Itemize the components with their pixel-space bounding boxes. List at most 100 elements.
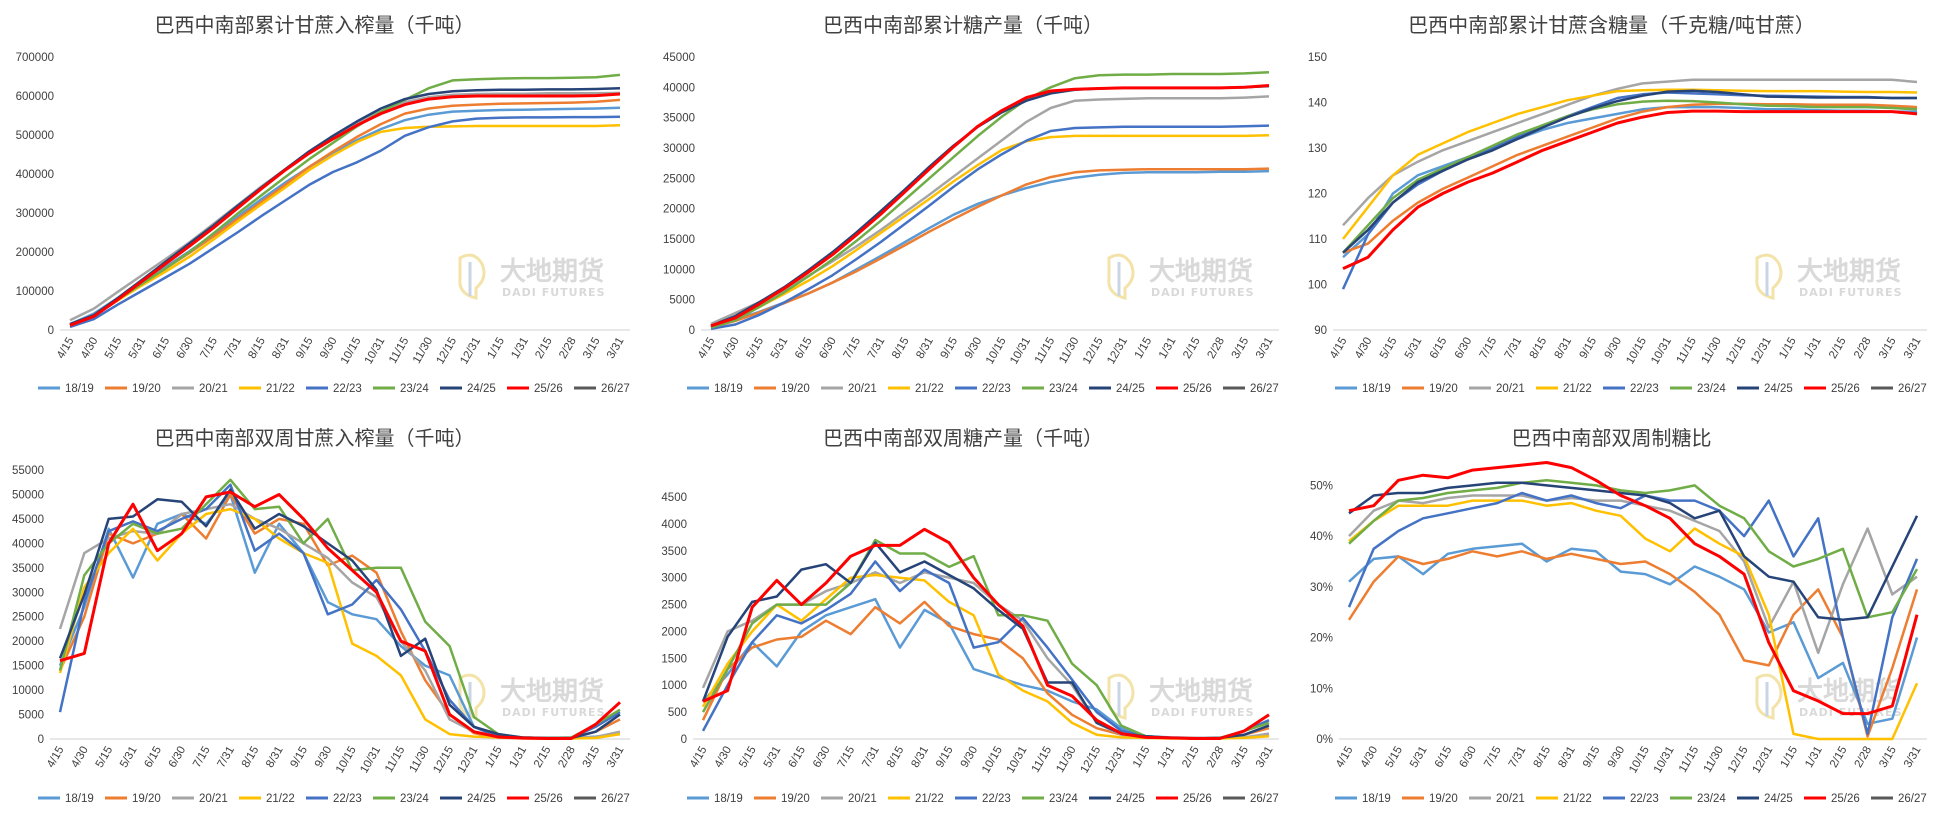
legend-label: 21/22 bbox=[266, 383, 295, 395]
x-tick-label: 9/15 bbox=[1578, 336, 1600, 361]
watermark-text-cn: 大地期货 bbox=[500, 256, 604, 287]
y-tick-label: 600000 bbox=[16, 91, 54, 103]
x-tick-label: 12/15 bbox=[1081, 336, 1106, 367]
y-tick-label: 5000 bbox=[669, 295, 695, 307]
x-tick-label: 4/15 bbox=[696, 336, 718, 361]
y-tick-label: 40000 bbox=[663, 82, 695, 94]
y-tick-label: 2000 bbox=[661, 626, 687, 638]
y-tick-label: 4000 bbox=[661, 519, 687, 531]
watermark-logo bbox=[458, 253, 486, 300]
x-tick-label: 10/15 bbox=[984, 336, 1009, 367]
y-tick-label: 30% bbox=[1310, 582, 1333, 594]
x-tick-label: 5/31 bbox=[1403, 336, 1425, 361]
x-tick-label: 4/30 bbox=[720, 336, 742, 361]
watermark-text-en: DADI FUTURES bbox=[502, 706, 606, 719]
x-tick-label: 9/15 bbox=[939, 336, 961, 361]
x-tick-label: 8/15 bbox=[246, 336, 268, 361]
y-tick-label: 90 bbox=[1314, 325, 1327, 337]
series-line-23-24 bbox=[1342, 99, 1918, 254]
x-tick-label: 6/30 bbox=[175, 336, 197, 361]
series-line-22-23 bbox=[710, 124, 1270, 331]
chart-panel-3: 巴西中南部累计甘蔗含糖量（千克糖/吨甘蔗） 90 100 110 120 130 140 15… bbox=[1308, 13, 1927, 395]
y-tick-label: 0 bbox=[38, 734, 44, 746]
y-tick-label: 500 bbox=[668, 707, 687, 719]
y-tick-label: 30000 bbox=[663, 143, 695, 155]
chart-title: 巴西中南部双周甘蔗入榨量（千吨） bbox=[155, 426, 475, 450]
x-tick-label: 1/15 bbox=[1779, 745, 1801, 770]
y-tick-label: 45000 bbox=[12, 514, 44, 526]
series-line-23-24 bbox=[1348, 479, 1919, 619]
watermark-logo bbox=[458, 673, 486, 720]
x-tick-label: 6/15 bbox=[786, 745, 808, 770]
x-tick-label: 5/31 bbox=[118, 745, 140, 770]
legend-label: 20/21 bbox=[1496, 793, 1525, 805]
x-tick-label: 9/30 bbox=[963, 336, 985, 361]
legend-label: 20/21 bbox=[848, 383, 877, 395]
chart-title: 巴西中南部累计甘蔗入榨量（千吨） bbox=[155, 13, 475, 37]
x-tick-label: 11/15 bbox=[1030, 745, 1054, 775]
x-tick-label: 4/30 bbox=[1359, 745, 1381, 770]
legend-label: 21/22 bbox=[1563, 383, 1592, 395]
y-tick-label: 45000 bbox=[663, 52, 695, 64]
x-tick-label: 5/15 bbox=[94, 745, 116, 770]
chart-panel-2: 巴西中南部累计糖产量（千吨） 0 5000 10000 15000 20000 25000 3… bbox=[663, 13, 1279, 395]
x-tick-label: 1/31 bbox=[1802, 336, 1824, 361]
x-tick-label: 11/30 bbox=[1057, 336, 1081, 366]
y-tick-label: 700000 bbox=[16, 52, 54, 64]
x-tick-label: 6/15 bbox=[793, 336, 815, 361]
series-line-24-25 bbox=[1342, 89, 1917, 254]
legend-label: 23/24 bbox=[400, 383, 429, 395]
legend-label: 26/27 bbox=[1250, 383, 1279, 395]
x-tick-label: 1/15 bbox=[1777, 336, 1799, 361]
x-tick-label: 6/15 bbox=[1428, 336, 1450, 361]
y-tick-label: 140 bbox=[1308, 98, 1327, 110]
legend-label: 24/25 bbox=[467, 793, 496, 805]
x-tick-label: 4/30 bbox=[713, 745, 735, 770]
x-tick-label: 1/31 bbox=[509, 336, 531, 361]
series-line-21-22 bbox=[69, 124, 621, 327]
series-line-25-26 bbox=[702, 527, 1270, 740]
y-tick-label: 30000 bbox=[12, 587, 44, 599]
x-tick-label: 3/15 bbox=[1230, 336, 1252, 361]
series-line-19-20 bbox=[1347, 550, 1919, 738]
y-tick-label: 120 bbox=[1308, 189, 1327, 201]
y-tick-label: 4500 bbox=[661, 492, 687, 504]
legend-label: 20/21 bbox=[199, 383, 228, 395]
legend-label: 25/26 bbox=[534, 383, 563, 395]
x-tick-label: 5/15 bbox=[1383, 745, 1405, 770]
x-tick-label: 4/15 bbox=[688, 745, 710, 770]
watermark-text-en: DADI FUTURES bbox=[502, 286, 606, 299]
x-tick-label: 6/30 bbox=[1457, 745, 1479, 770]
x-tick-label: 2/15 bbox=[1180, 745, 1202, 770]
x-tick-label: 1/31 bbox=[508, 745, 530, 770]
legend-label: 21/22 bbox=[915, 383, 944, 395]
legend-label: 20/21 bbox=[848, 793, 877, 805]
watermark-text-cn: 大地期货 bbox=[1149, 256, 1253, 287]
series-line-22-23 bbox=[69, 115, 621, 329]
x-tick-label: 3/15 bbox=[1877, 336, 1899, 361]
legend-label: 22/23 bbox=[1630, 793, 1659, 805]
series-line-20-21 bbox=[69, 91, 621, 322]
chart-title: 巴西中南部双周糖产量（千吨） bbox=[823, 426, 1103, 450]
x-tick-label: 5/15 bbox=[103, 336, 125, 361]
x-tick-label: 7/15 bbox=[1482, 745, 1504, 770]
x-tick-label: 1/15 bbox=[1133, 336, 1155, 361]
x-tick-label: 10/15 bbox=[334, 745, 359, 776]
x-tick-label: 5/31 bbox=[1408, 745, 1430, 770]
y-tick-label: 10000 bbox=[12, 685, 44, 697]
y-tick-label: 10000 bbox=[663, 264, 695, 276]
series-line-25-26 bbox=[1348, 461, 1919, 716]
y-tick-label: 25000 bbox=[663, 173, 695, 185]
x-tick-label: 2/28 bbox=[1853, 745, 1875, 770]
watermark-logo bbox=[1107, 253, 1135, 300]
legend-label: 23/24 bbox=[1697, 793, 1726, 805]
x-tick-label: 10/31 bbox=[1005, 745, 1030, 776]
y-tick-label: 500000 bbox=[16, 130, 54, 142]
y-tick-label: 2500 bbox=[661, 600, 687, 612]
x-tick-label: 8/31 bbox=[270, 336, 292, 361]
x-tick-label: 6/30 bbox=[1453, 336, 1475, 361]
legend-label: 24/25 bbox=[1116, 793, 1145, 805]
x-tick-label: 4/30 bbox=[1353, 336, 1375, 361]
y-tick-label: 15000 bbox=[663, 234, 695, 246]
